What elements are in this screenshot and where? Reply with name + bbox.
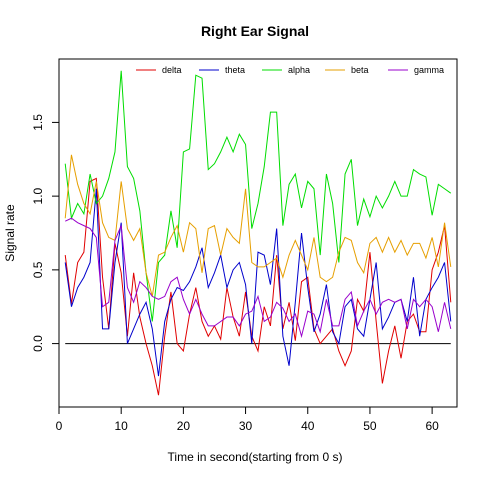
legend-label-alpha: alpha bbox=[288, 65, 310, 75]
series-line-theta bbox=[64, 188, 452, 377]
legend: delta theta alpha beta gamma bbox=[136, 65, 444, 75]
y-tick-label: 1.0 bbox=[31, 187, 45, 204]
x-tick-label: 60 bbox=[425, 419, 439, 433]
series-line-beta bbox=[64, 154, 452, 297]
series-line-alpha bbox=[64, 70, 452, 322]
y-axis: 0.0 0.5 1.0 1.5 bbox=[31, 114, 60, 352]
series-line-gamma bbox=[65, 217, 452, 339]
x-tick-label: 20 bbox=[177, 419, 191, 433]
x-tick-label: 10 bbox=[115, 419, 129, 433]
y-tick-label: 0.0 bbox=[31, 335, 45, 352]
series-line-delta bbox=[64, 177, 452, 396]
legend-label-theta: theta bbox=[225, 65, 245, 75]
series-layer bbox=[64, 70, 452, 396]
legend-label-gamma: gamma bbox=[414, 65, 444, 75]
x-axis: 0 10 20 30 40 50 60 bbox=[56, 406, 439, 433]
legend-label-beta: beta bbox=[351, 65, 369, 75]
x-tick-label: 0 bbox=[56, 419, 63, 433]
y-tick-label: 0.5 bbox=[31, 261, 45, 278]
x-tick-label: 50 bbox=[363, 419, 377, 433]
legend-label-delta: delta bbox=[162, 65, 182, 75]
x-axis-label: Time in second(starting from 0 s) bbox=[168, 450, 343, 464]
chart-title: Right Ear Signal bbox=[201, 23, 309, 39]
x-tick-label: 30 bbox=[239, 419, 253, 433]
x-tick-label: 40 bbox=[301, 419, 315, 433]
y-axis-label: Signal rate bbox=[3, 204, 17, 262]
plot-frame bbox=[58, 58, 458, 408]
y-tick-label: 1.5 bbox=[31, 114, 45, 131]
